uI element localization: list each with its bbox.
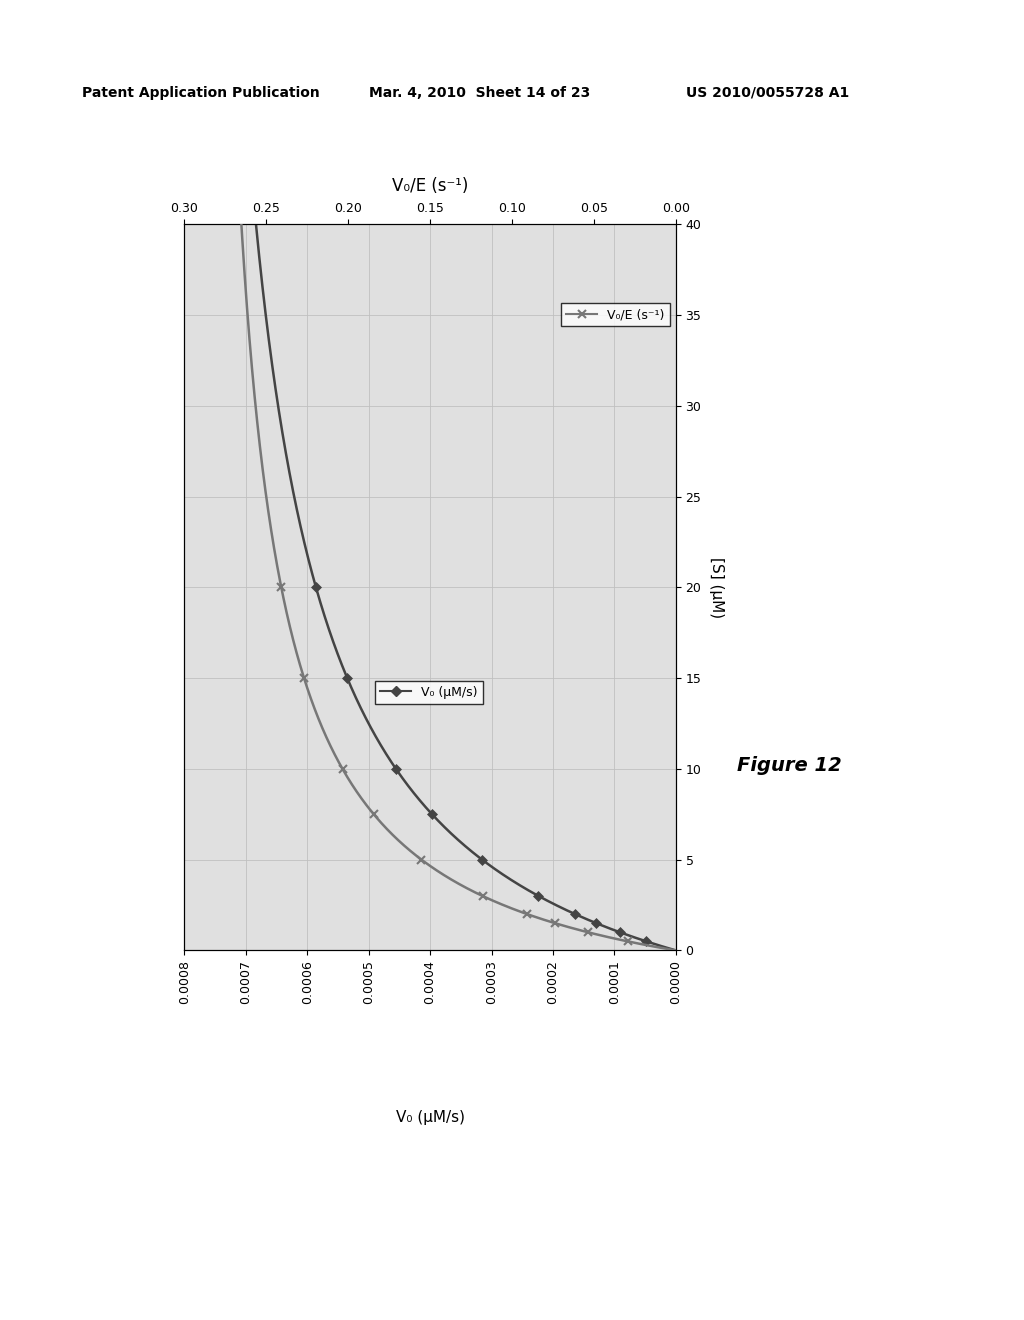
- Y-axis label: [S] (μM): [S] (μM): [709, 557, 724, 618]
- X-axis label: V₀/E (s⁻¹): V₀/E (s⁻¹): [392, 177, 468, 194]
- Text: V₀ (μM/s): V₀ (μM/s): [395, 1110, 465, 1125]
- Text: US 2010/0055728 A1: US 2010/0055728 A1: [686, 86, 849, 100]
- Legend: V₀/E (s⁻¹): V₀/E (s⁻¹): [561, 304, 670, 326]
- Text: Mar. 4, 2010  Sheet 14 of 23: Mar. 4, 2010 Sheet 14 of 23: [369, 86, 590, 100]
- Text: Patent Application Publication: Patent Application Publication: [82, 86, 319, 100]
- Text: Figure 12: Figure 12: [737, 756, 842, 775]
